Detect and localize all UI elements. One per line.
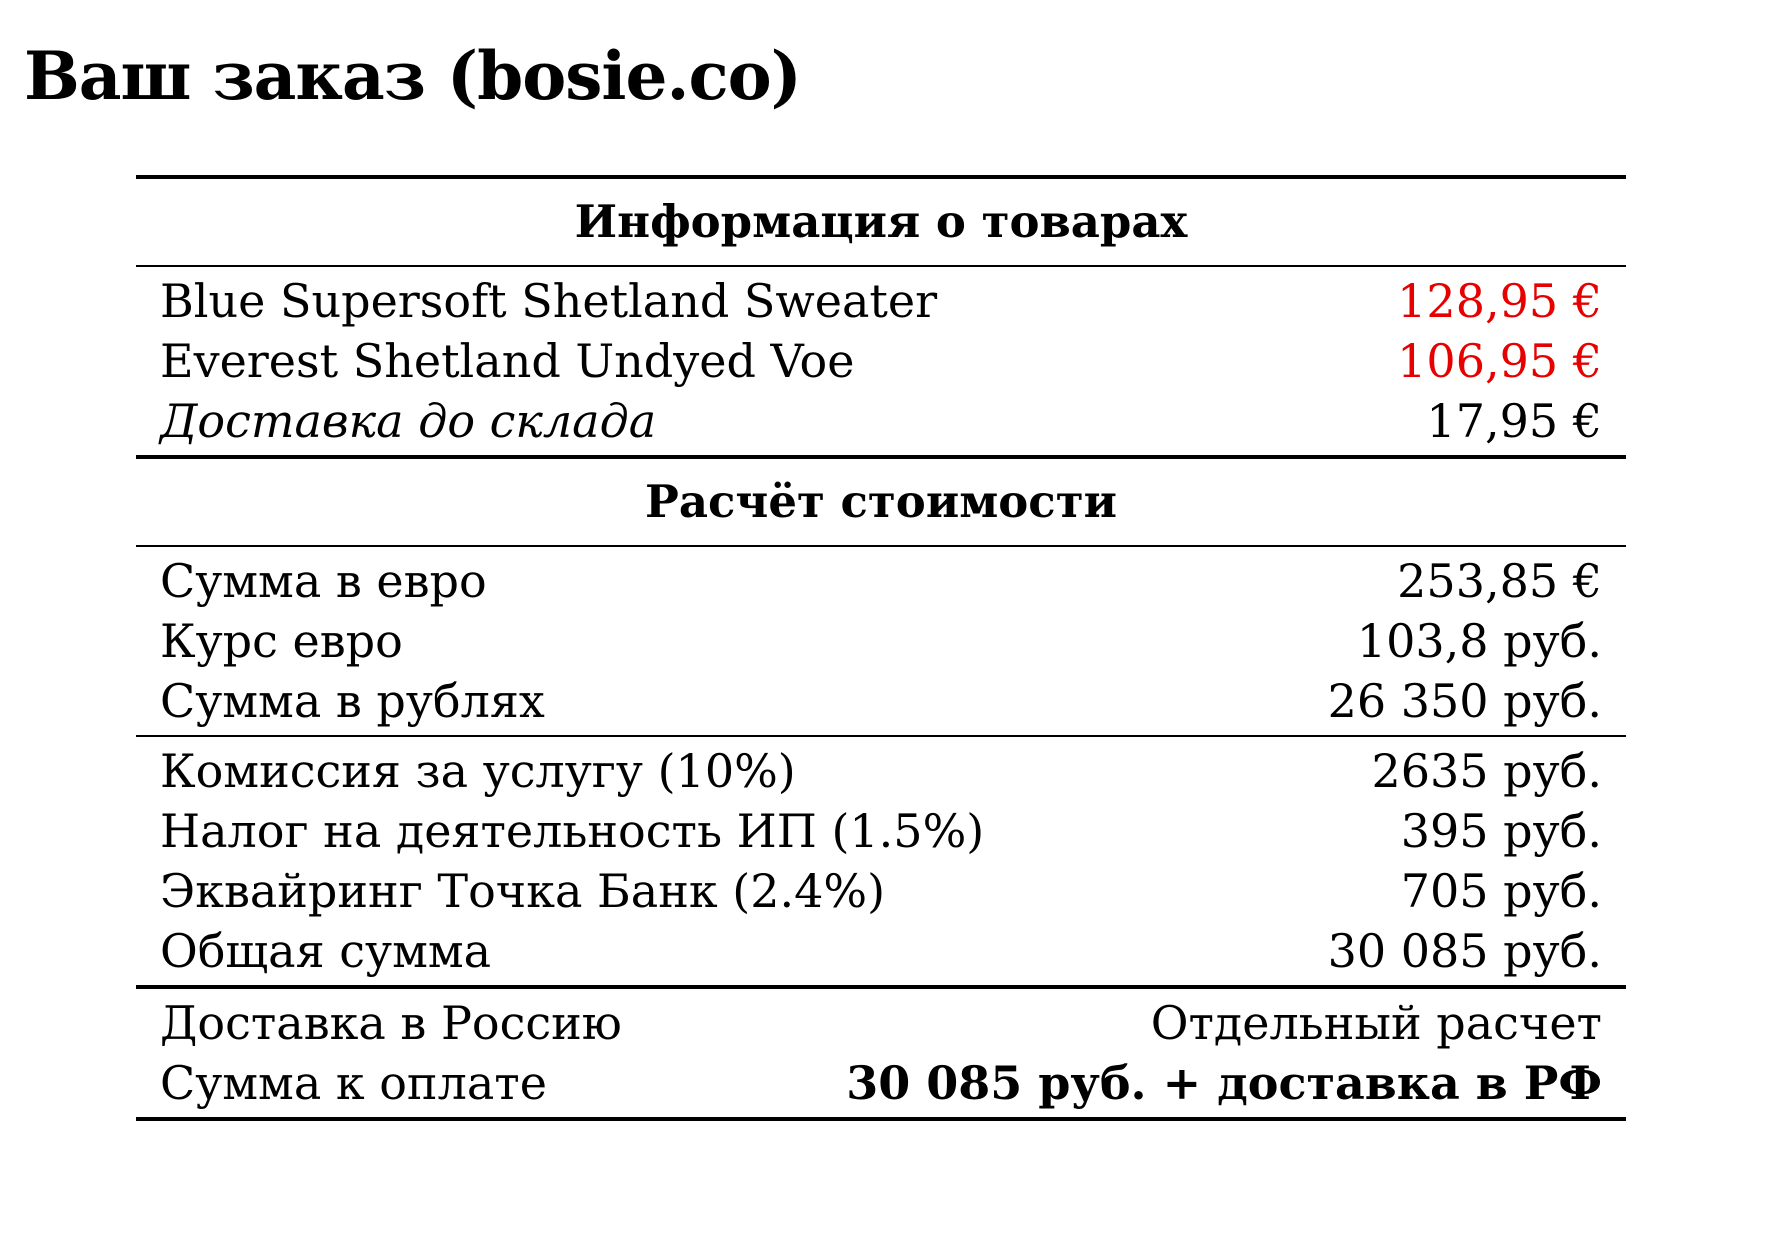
table-top-rule: [136, 175, 1626, 179]
sum-eur-row: Сумма в евро 253,85 €: [136, 551, 1626, 611]
final-list: Доставка в Россию Отдельный расчет Сумма…: [136, 989, 1626, 1117]
tax-row: Налог на деятельность ИП (1.5%) 395 руб.: [136, 801, 1626, 861]
exchange-rate-row: Курс евро 103,8 руб.: [136, 611, 1626, 671]
product-price: 128,95 €: [1397, 274, 1602, 328]
product-name: Blue Supersoft Shetland Sweater: [160, 274, 938, 328]
amount-due-value: 30 085 руб. + доставка в РФ: [846, 1056, 1602, 1110]
sum-rub-row: Сумма в рублях 26 350 руб.: [136, 671, 1626, 731]
total-row: Общая сумма 30 085 руб.: [136, 921, 1626, 981]
warehouse-shipping-row: Доставка до склада 17,95 €: [136, 391, 1626, 451]
products-list: Blue Supersoft Shetland Sweater 128,95 €…: [136, 267, 1626, 455]
fees-bottom-rule: [136, 985, 1626, 989]
product-price: 106,95 €: [1397, 334, 1602, 388]
calculation-header-rule: [136, 545, 1626, 547]
exchange-rate-value: 103,8 руб.: [1356, 614, 1602, 668]
service-fee-row: Комиссия за услугу (10%) 2635 руб.: [136, 741, 1626, 801]
tax-value: 395 руб.: [1400, 804, 1602, 858]
amount-due-row: Сумма к оплате 30 085 руб. + доставка в …: [136, 1053, 1626, 1113]
tax-label: Налог на деятельность ИП (1.5%): [160, 804, 985, 858]
russia-shipping-row: Доставка в Россию Отдельный расчет: [136, 993, 1626, 1053]
product-name: Everest Shetland Undyed Voe: [160, 334, 855, 388]
table-bottom-rule: [136, 1117, 1626, 1121]
sum-rub-label: Сумма в рублях: [160, 674, 545, 728]
page-title: Ваш заказ (bosie.co): [24, 37, 802, 115]
conversion-list: Сумма в евро 253,85 € Курс евро 103,8 ру…: [136, 547, 1626, 735]
sum-eur-label: Сумма в евро: [160, 554, 487, 608]
russia-shipping-label: Доставка в Россию: [160, 996, 622, 1050]
order-table: Информация о товарах Blue Supersoft Shet…: [136, 175, 1626, 1121]
calculation-section-header: Расчёт стоимости: [645, 475, 1117, 528]
sum-eur-value: 253,85 €: [1397, 554, 1602, 608]
warehouse-shipping-label: Доставка до склада: [160, 394, 657, 448]
exchange-rate-label: Курс евро: [160, 614, 403, 668]
warehouse-shipping-price: 17,95 €: [1426, 394, 1602, 448]
products-section-header: Информация о товарах: [574, 195, 1188, 248]
service-fee-value: 2635 руб.: [1371, 744, 1602, 798]
total-value: 30 085 руб.: [1327, 924, 1602, 978]
products-header-rule: [136, 265, 1626, 267]
amount-due-label: Сумма к оплате: [160, 1056, 547, 1110]
sum-rub-value: 26 350 руб.: [1327, 674, 1602, 728]
service-fee-label: Комиссия за услугу (10%): [160, 744, 796, 798]
acquiring-value: 705 руб.: [1400, 864, 1602, 918]
product-row-everest-voe: Everest Shetland Undyed Voe 106,95 €: [136, 331, 1626, 391]
products-bottom-rule: [136, 455, 1626, 459]
acquiring-row: Эквайринг Точка Банк (2.4%) 705 руб.: [136, 861, 1626, 921]
product-row-blue-sweater: Blue Supersoft Shetland Sweater 128,95 €: [136, 271, 1626, 331]
total-label: Общая сумма: [160, 924, 492, 978]
acquiring-label: Эквайринг Точка Банк (2.4%): [160, 864, 886, 918]
russia-shipping-value: Отдельный расчет: [1150, 996, 1602, 1050]
fees-list: Комиссия за услугу (10%) 2635 руб. Налог…: [136, 737, 1626, 985]
conversion-bottom-rule: [136, 735, 1626, 737]
